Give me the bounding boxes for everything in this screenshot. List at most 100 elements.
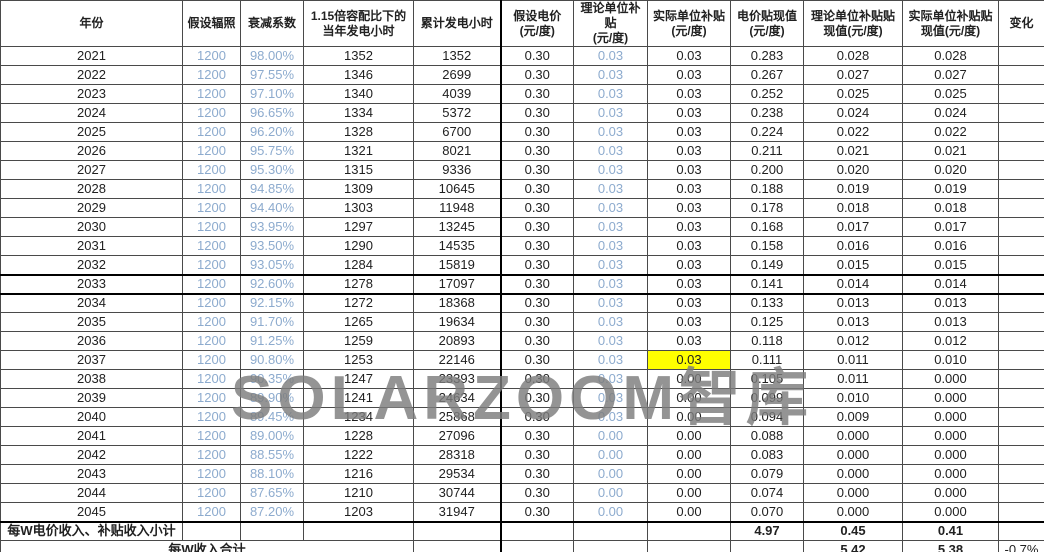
cell-year[interactable]: 2028 bbox=[0, 179, 183, 199]
cell-change[interactable] bbox=[998, 445, 1044, 465]
cell-theoretical_subsidy_pv[interactable]: 0.012 bbox=[803, 331, 903, 351]
cell-actual_subsidy_pv[interactable]: 0.028 bbox=[902, 46, 999, 66]
cell-price[interactable]: 0.30 bbox=[500, 445, 574, 465]
cell-irradiance[interactable]: 1200 bbox=[182, 255, 241, 275]
cell-change[interactable] bbox=[998, 350, 1044, 370]
cell-irradiance[interactable]: 1200 bbox=[182, 502, 241, 522]
cell-price_pv[interactable]: 0.200 bbox=[730, 160, 804, 180]
cell-price_pv[interactable]: 0.252 bbox=[730, 84, 804, 104]
cell-annual_hours[interactable]: 1228 bbox=[303, 426, 414, 446]
cell-year[interactable]: 2037 bbox=[0, 350, 183, 370]
cell-cumulative_hours[interactable]: 15819 bbox=[413, 255, 502, 275]
cell-annual_hours[interactable]: 1259 bbox=[303, 331, 414, 351]
subtotal-price-pv[interactable]: 4.97 bbox=[730, 520, 804, 541]
cell-price_pv[interactable]: 0.099 bbox=[730, 388, 804, 408]
cell-annual_hours[interactable]: 1222 bbox=[303, 445, 414, 465]
cell-theoretical_subsidy_pv[interactable]: 0.000 bbox=[803, 445, 903, 465]
cell-change[interactable] bbox=[998, 369, 1044, 389]
cell-theoretical_subsidy[interactable]: 0.03 bbox=[573, 122, 648, 142]
cell-irradiance[interactable]: 1200 bbox=[182, 46, 241, 66]
cell-change[interactable] bbox=[998, 46, 1044, 66]
cell-actual_subsidy_pv[interactable]: 0.018 bbox=[902, 198, 999, 218]
cell-theoretical_subsidy_pv[interactable]: 0.020 bbox=[803, 160, 903, 180]
cell-price_pv[interactable]: 0.283 bbox=[730, 46, 804, 66]
cell-price[interactable]: 0.30 bbox=[500, 122, 574, 142]
cell-price[interactable]: 0.30 bbox=[500, 483, 574, 503]
cell-year[interactable]: 2030 bbox=[0, 217, 183, 237]
cell-actual_subsidy_pv[interactable]: 0.015 bbox=[902, 255, 999, 275]
cell-decay[interactable]: 91.25% bbox=[240, 331, 304, 351]
cell-decay[interactable]: 94.85% bbox=[240, 179, 304, 199]
total-theoretical[interactable]: 5.42 bbox=[803, 540, 903, 552]
cell-change[interactable] bbox=[998, 179, 1044, 199]
cell-actual_subsidy[interactable]: 0.03 bbox=[647, 141, 731, 161]
cell-price[interactable]: 0.30 bbox=[500, 179, 574, 199]
cell-decay[interactable]: 93.95% bbox=[240, 217, 304, 237]
cell-decay[interactable]: 98.00% bbox=[240, 46, 304, 66]
cell-decay[interactable]: 93.50% bbox=[240, 236, 304, 256]
cell-theoretical_subsidy_pv[interactable]: 0.022 bbox=[803, 122, 903, 142]
cell-change[interactable] bbox=[998, 331, 1044, 351]
cell-price[interactable]: 0.30 bbox=[500, 426, 574, 446]
cell-annual_hours[interactable]: 1265 bbox=[303, 312, 414, 332]
cell-annual_hours[interactable]: 1247 bbox=[303, 369, 414, 389]
cell-year[interactable]: 2027 bbox=[0, 160, 183, 180]
cell-price_pv[interactable]: 0.094 bbox=[730, 407, 804, 427]
cell-year[interactable]: 2024 bbox=[0, 103, 183, 123]
cell-theoretical_subsidy_pv[interactable]: 0.017 bbox=[803, 217, 903, 237]
cell-price[interactable]: 0.30 bbox=[500, 236, 574, 256]
cell-actual_subsidy[interactable]: 0.03 bbox=[647, 160, 731, 180]
cell-irradiance[interactable]: 1200 bbox=[182, 350, 241, 370]
cell-price[interactable]: 0.30 bbox=[500, 273, 574, 295]
cell-theoretical_subsidy[interactable]: 0.03 bbox=[573, 273, 648, 295]
cell-theoretical_subsidy_pv[interactable]: 0.018 bbox=[803, 198, 903, 218]
cell-decay[interactable]: 92.15% bbox=[240, 293, 304, 313]
cell-annual_hours[interactable]: 1297 bbox=[303, 217, 414, 237]
cell-cumulative_hours[interactable]: 19634 bbox=[413, 312, 502, 332]
cell-price[interactable]: 0.30 bbox=[500, 464, 574, 484]
cell-change[interactable] bbox=[998, 84, 1044, 104]
cell-year[interactable]: 2031 bbox=[0, 236, 183, 256]
cell-theoretical_subsidy[interactable]: 0.00 bbox=[573, 483, 648, 503]
cell-price[interactable]: 0.30 bbox=[500, 141, 574, 161]
cell-price_pv[interactable]: 0.158 bbox=[730, 236, 804, 256]
cell-annual_hours[interactable]: 1203 bbox=[303, 502, 414, 522]
cell-cumulative_hours[interactable]: 11948 bbox=[413, 198, 502, 218]
cell-price_pv[interactable]: 0.211 bbox=[730, 141, 804, 161]
cell-year[interactable]: 2044 bbox=[0, 483, 183, 503]
cell-change[interactable] bbox=[998, 198, 1044, 218]
cell-price_pv[interactable]: 0.079 bbox=[730, 464, 804, 484]
cell-year[interactable]: 2043 bbox=[0, 464, 183, 484]
cell-theoretical_subsidy[interactable]: 0.03 bbox=[573, 255, 648, 275]
cell-decay[interactable]: 87.65% bbox=[240, 483, 304, 503]
cell-decay[interactable]: 87.20% bbox=[240, 502, 304, 522]
cell-cumulative_hours[interactable]: 23393 bbox=[413, 369, 502, 389]
cell-irradiance[interactable]: 1200 bbox=[182, 273, 241, 295]
cell-actual_subsidy[interactable]: 0.03 bbox=[647, 84, 731, 104]
cell-theoretical_subsidy_pv[interactable]: 0.009 bbox=[803, 407, 903, 427]
cell-change[interactable] bbox=[998, 122, 1044, 142]
cell-annual_hours[interactable]: 1334 bbox=[303, 103, 414, 123]
total-empty-cell[interactable] bbox=[647, 540, 731, 552]
cell-theoretical_subsidy[interactable]: 0.03 bbox=[573, 103, 648, 123]
cell-decay[interactable]: 96.20% bbox=[240, 122, 304, 142]
subtotal-empty-cell[interactable] bbox=[500, 520, 574, 541]
cell-actual_subsidy[interactable]: 0.03 bbox=[647, 198, 731, 218]
cell-annual_hours[interactable]: 1315 bbox=[303, 160, 414, 180]
cell-price[interactable]: 0.30 bbox=[500, 198, 574, 218]
cell-year[interactable]: 2042 bbox=[0, 445, 183, 465]
cell-actual_subsidy[interactable]: 0.00 bbox=[647, 426, 731, 446]
cell-theoretical_subsidy[interactable]: 0.03 bbox=[573, 407, 648, 427]
cell-price_pv[interactable]: 0.267 bbox=[730, 65, 804, 85]
cell-actual_subsidy[interactable]: 0.03 bbox=[647, 179, 731, 199]
cell-price_pv[interactable]: 0.125 bbox=[730, 312, 804, 332]
cell-year[interactable]: 2025 bbox=[0, 122, 183, 142]
subtotal-empty-cell[interactable] bbox=[182, 520, 241, 541]
cell-cumulative_hours[interactable]: 18368 bbox=[413, 293, 502, 313]
cell-actual_subsidy_pv[interactable]: 0.000 bbox=[902, 388, 999, 408]
cell-decay[interactable]: 90.35% bbox=[240, 369, 304, 389]
cell-price[interactable]: 0.30 bbox=[500, 65, 574, 85]
cell-cumulative_hours[interactable]: 14535 bbox=[413, 236, 502, 256]
cell-decay[interactable]: 97.55% bbox=[240, 65, 304, 85]
cell-theoretical_subsidy_pv[interactable]: 0.000 bbox=[803, 502, 903, 522]
